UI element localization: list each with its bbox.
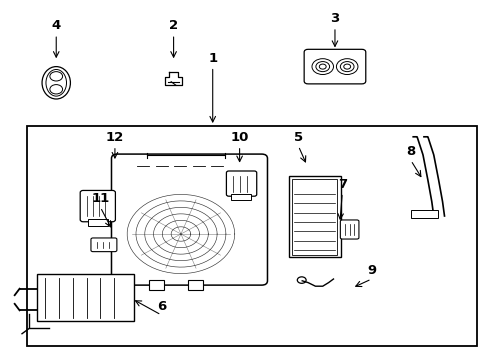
FancyBboxPatch shape [91, 238, 117, 252]
FancyBboxPatch shape [304, 49, 365, 84]
Bar [88, 219, 107, 226]
Text: 5: 5 [293, 131, 302, 144]
Bar [288, 176, 341, 257]
Text: 6: 6 [157, 300, 165, 313]
Bar [149, 280, 163, 290]
Bar [231, 194, 250, 200]
FancyBboxPatch shape [226, 171, 256, 196]
Text: 12: 12 [105, 131, 124, 144]
FancyBboxPatch shape [340, 220, 358, 239]
Bar [410, 210, 437, 218]
Text: 7: 7 [337, 178, 346, 191]
Bar [27, 126, 476, 346]
FancyBboxPatch shape [80, 190, 115, 222]
Text: 9: 9 [366, 264, 375, 277]
Text: 11: 11 [91, 192, 109, 205]
Text: 8: 8 [406, 145, 414, 158]
Text: 2: 2 [169, 19, 178, 32]
Text: 3: 3 [330, 12, 339, 25]
Text: 1: 1 [208, 52, 217, 65]
FancyBboxPatch shape [111, 154, 267, 285]
Bar [188, 280, 203, 290]
Bar [37, 274, 134, 321]
Text: 4: 4 [52, 19, 61, 32]
Text: 10: 10 [230, 131, 248, 144]
Bar [292, 179, 337, 255]
